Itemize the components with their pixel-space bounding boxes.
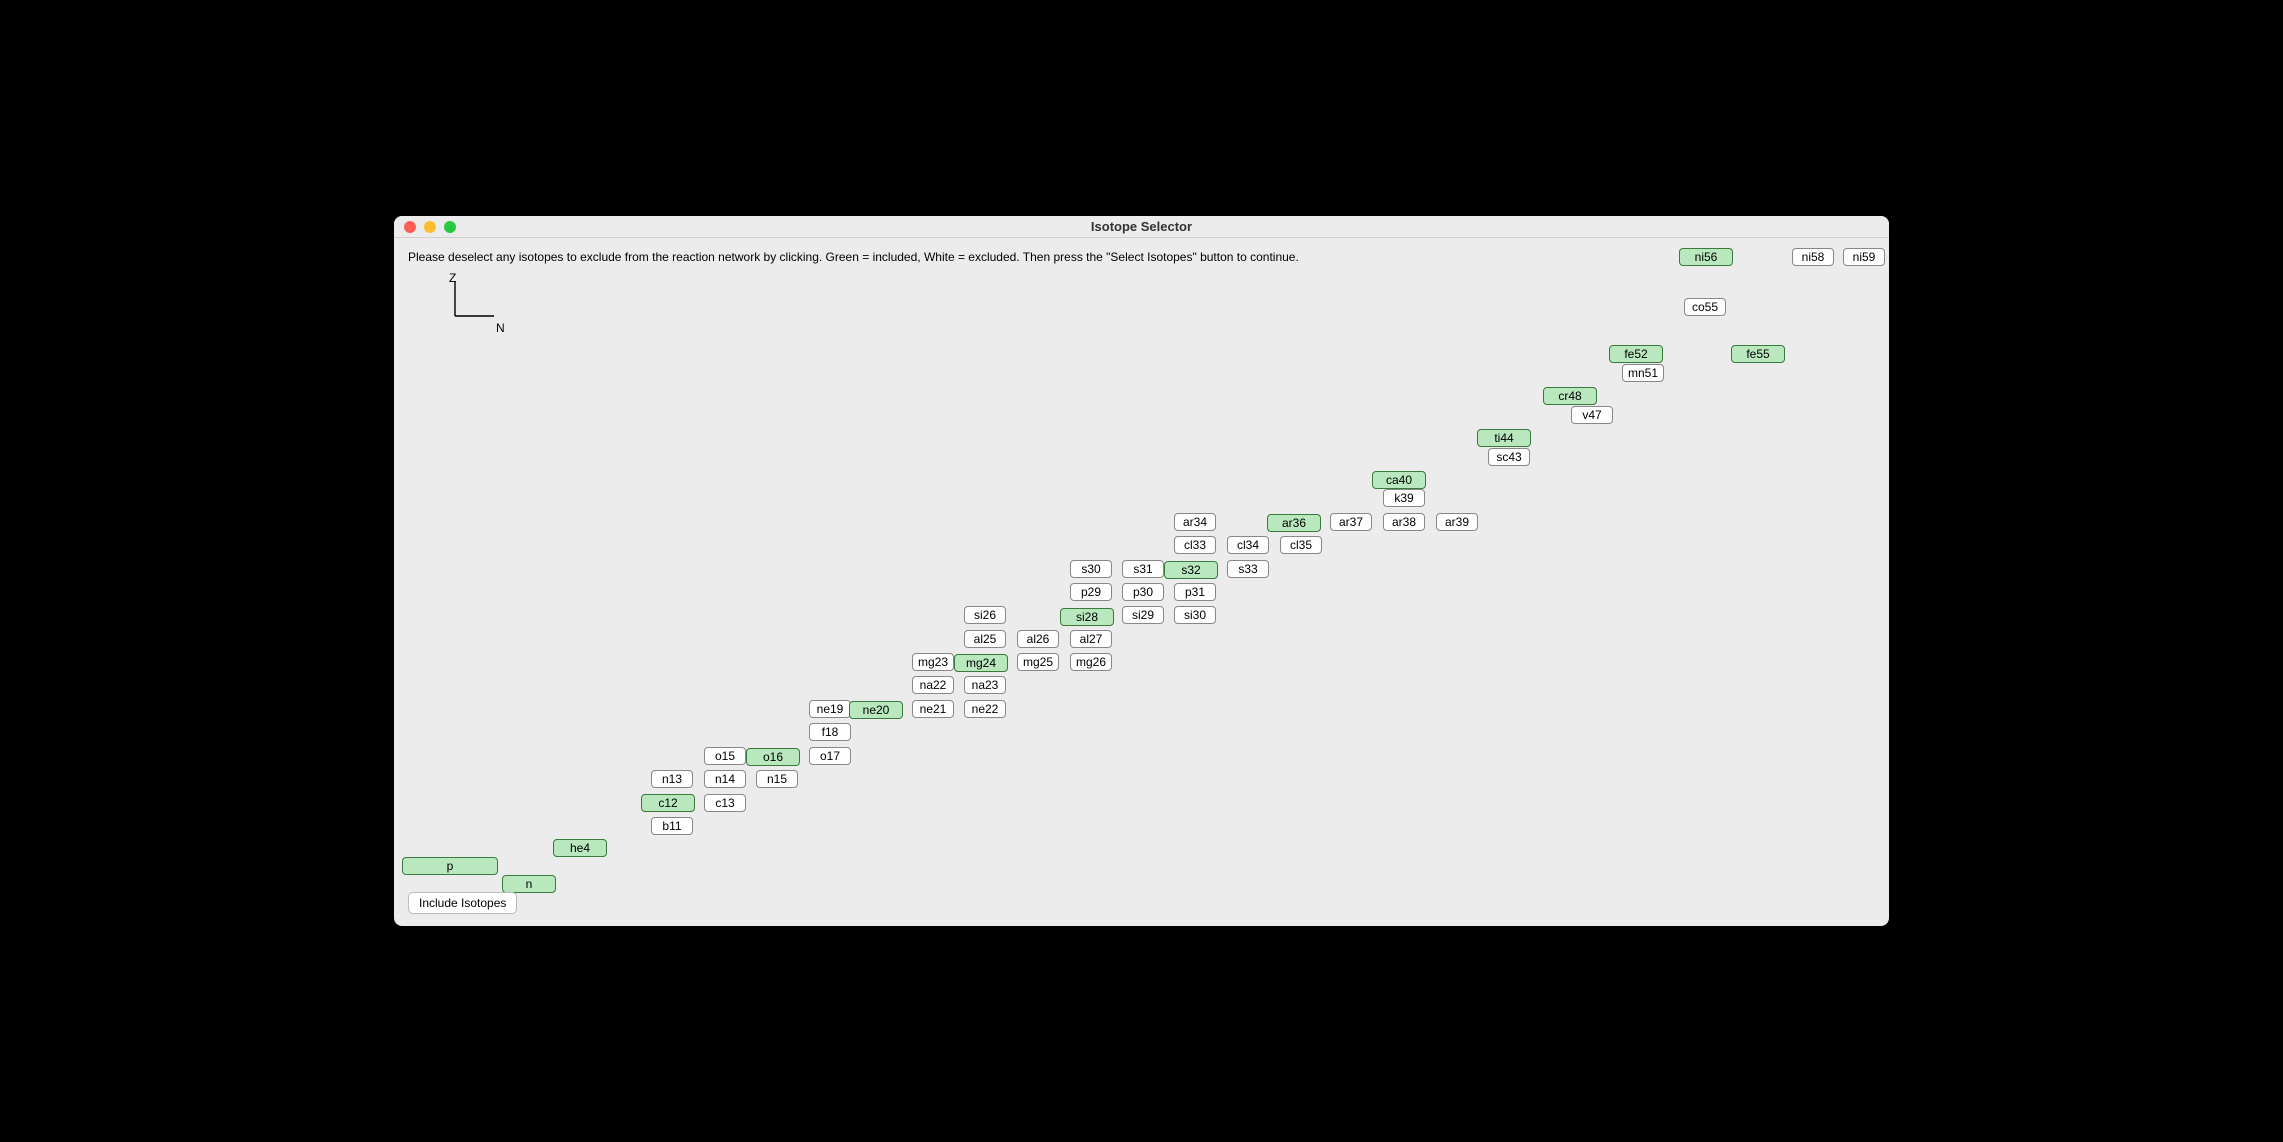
isotope-s32[interactable]: s32 [1164,561,1218,579]
isotope-ne22[interactable]: ne22 [964,700,1006,718]
isotope-f18[interactable]: f18 [809,723,851,741]
minimize-button[interactable] [424,221,436,233]
isotope-ar38[interactable]: ar38 [1383,513,1425,531]
isotope-cr48[interactable]: cr48 [1543,387,1597,405]
isotope-si26[interactable]: si26 [964,606,1006,624]
app-window: Isotope Selector Please deselect any iso… [394,216,1889,926]
isotope-n[interactable]: n [502,875,556,893]
isotope-c12[interactable]: c12 [641,794,695,812]
isotope-s33[interactable]: s33 [1227,560,1269,578]
isotope-ca40[interactable]: ca40 [1372,471,1426,489]
isotope-al27[interactable]: al27 [1070,630,1112,648]
close-button[interactable] [404,221,416,233]
isotope-mg23[interactable]: mg23 [912,653,954,671]
isotope-k39[interactable]: k39 [1383,489,1425,507]
isotope-na23[interactable]: na23 [964,676,1006,694]
isotope-ne20[interactable]: ne20 [849,701,903,719]
isotope-ni56[interactable]: ni56 [1679,248,1733,266]
isotope-n14[interactable]: n14 [704,770,746,788]
isotope-al26[interactable]: al26 [1017,630,1059,648]
isotope-cl34[interactable]: cl34 [1227,536,1269,554]
isotope-mg24[interactable]: mg24 [954,654,1008,672]
isotope-b11[interactable]: b11 [651,817,693,835]
isotope-cl33[interactable]: cl33 [1174,536,1216,554]
isotope-ni58[interactable]: ni58 [1792,248,1834,266]
isotope-fe52[interactable]: fe52 [1609,345,1663,363]
isotope-cl35[interactable]: cl35 [1280,536,1322,554]
isotope-sc43[interactable]: sc43 [1488,448,1530,466]
isotope-ti44[interactable]: ti44 [1477,429,1531,447]
isotope-n15[interactable]: n15 [756,770,798,788]
isotope-he4[interactable]: he4 [553,839,607,857]
isotope-s31[interactable]: s31 [1122,560,1164,578]
isotope-fe55[interactable]: fe55 [1731,345,1785,363]
isotope-na22[interactable]: na22 [912,676,954,694]
isotope-ar37[interactable]: ar37 [1330,513,1372,531]
isotope-al25[interactable]: al25 [964,630,1006,648]
isotope-grid: pnhe4b11c12c13n13n14n15o15o16o17f18ne19n… [394,238,1889,926]
isotope-p[interactable]: p [402,857,498,875]
isotope-ni59[interactable]: ni59 [1843,248,1885,266]
isotope-p31[interactable]: p31 [1174,583,1216,601]
isotope-ar36[interactable]: ar36 [1267,514,1321,532]
isotope-mn51[interactable]: mn51 [1622,364,1664,382]
isotope-si29[interactable]: si29 [1122,606,1164,624]
isotope-o17[interactable]: o17 [809,747,851,765]
content-area: Please deselect any isotopes to exclude … [394,238,1889,926]
isotope-si28[interactable]: si28 [1060,608,1114,626]
maximize-button[interactable] [444,221,456,233]
isotope-ne19[interactable]: ne19 [809,700,851,718]
isotope-v47[interactable]: v47 [1571,406,1613,424]
isotope-o16[interactable]: o16 [746,748,800,766]
isotope-co55[interactable]: co55 [1684,298,1726,316]
isotope-si30[interactable]: si30 [1174,606,1216,624]
isotope-p30[interactable]: p30 [1122,583,1164,601]
isotope-p29[interactable]: p29 [1070,583,1112,601]
isotope-c13[interactable]: c13 [704,794,746,812]
isotope-ne21[interactable]: ne21 [912,700,954,718]
isotope-mg25[interactable]: mg25 [1017,653,1059,671]
isotope-ar39[interactable]: ar39 [1436,513,1478,531]
window-title: Isotope Selector [394,219,1889,234]
include-isotopes-button[interactable]: Include Isotopes [408,892,517,914]
isotope-n13[interactable]: n13 [651,770,693,788]
titlebar: Isotope Selector [394,216,1889,238]
isotope-s30[interactable]: s30 [1070,560,1112,578]
isotope-ar34[interactable]: ar34 [1174,513,1216,531]
isotope-mg26[interactable]: mg26 [1070,653,1112,671]
traffic-lights [394,221,456,233]
isotope-o15[interactable]: o15 [704,747,746,765]
